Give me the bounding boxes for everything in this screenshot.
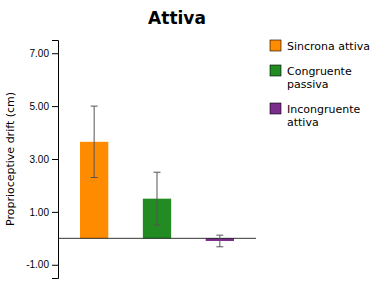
legend-swatch xyxy=(270,103,281,114)
legend-swatch xyxy=(270,65,281,76)
legend-item: Incongruenteattiva xyxy=(270,103,360,129)
y-tick-mark xyxy=(52,159,58,160)
legend-label: Incongruenteattiva xyxy=(287,103,360,129)
y-tick: 5.00 xyxy=(30,101,58,112)
zero-line xyxy=(58,238,256,239)
y-tick: 1.00 xyxy=(30,207,58,218)
y-tick-mark xyxy=(52,53,58,54)
y-tick: -1.00 xyxy=(26,259,58,270)
y-tick-mark xyxy=(52,212,58,213)
error-bar-cap xyxy=(216,246,223,247)
y-tick-label: 7.00 xyxy=(30,48,50,59)
y-axis-line xyxy=(52,41,59,279)
y-tick: 3.00 xyxy=(30,154,58,165)
error-bar-stem xyxy=(94,106,95,177)
y-axis-title: Proprioceptive drift (cm) xyxy=(4,92,17,226)
y-tick-label: -1.00 xyxy=(26,259,49,270)
y-tick-mark xyxy=(52,106,58,107)
error-bar-stem xyxy=(219,235,220,247)
y-tick-label: 5.00 xyxy=(30,101,50,112)
error-bar-cap xyxy=(91,106,98,107)
legend-label: Congruentepassiva xyxy=(287,65,352,91)
legend: Sincrona attiva Congruentepassiva Incongru… xyxy=(270,40,370,129)
title: Attiva xyxy=(148,8,206,28)
legend-item: Congruentepassiva xyxy=(270,65,352,91)
marks xyxy=(58,106,256,247)
error-bar-cap xyxy=(91,177,98,178)
legend-label: Sincrona attiva xyxy=(287,40,370,53)
legend-swatch xyxy=(270,40,281,51)
error-bar-cap xyxy=(154,225,161,226)
y-tick: 7.00 xyxy=(30,48,58,59)
y-tick-label: 1.00 xyxy=(30,207,50,218)
plot: -1.00 1.00 3.00 5.00 7.00 xyxy=(26,41,256,279)
error-bar-cap xyxy=(216,235,223,236)
error-bar xyxy=(216,235,223,247)
error-bar-cap xyxy=(154,172,161,173)
y-tick-mark xyxy=(52,265,58,266)
error-bar xyxy=(91,106,98,177)
y-axis: -1.00 1.00 3.00 5.00 7.00 xyxy=(26,41,58,279)
chart: Attiva -1.00 1.00 3.00 5.00 7.00 Proprioceptiv… xyxy=(0,0,391,292)
legend-item: Sincrona attiva xyxy=(270,40,370,53)
y-tick-label: 3.00 xyxy=(30,154,50,165)
error-bar-stem xyxy=(157,172,158,225)
error-bar xyxy=(154,172,161,225)
